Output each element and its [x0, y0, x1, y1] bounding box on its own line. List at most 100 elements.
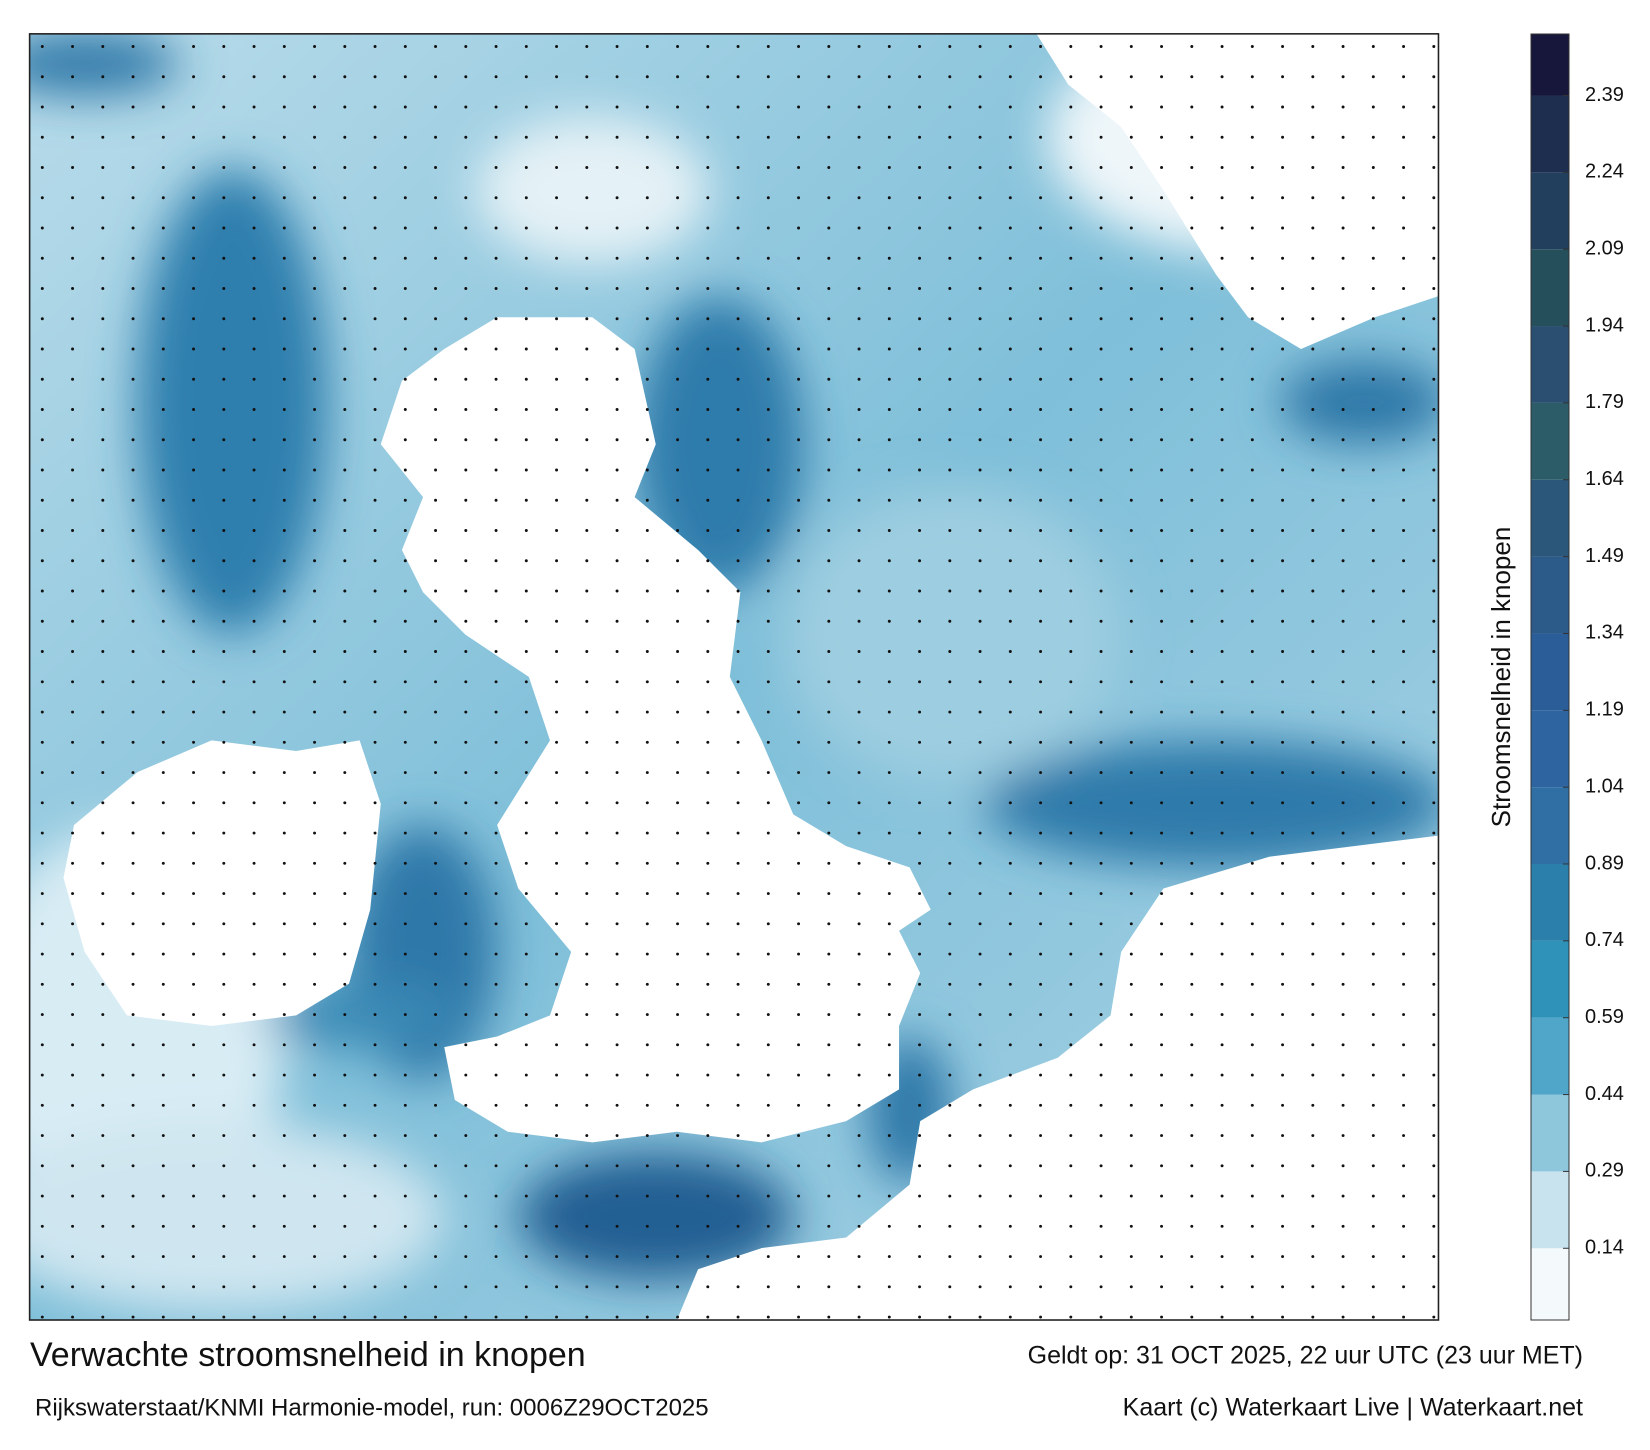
- grid-point: [192, 1043, 196, 1047]
- grid-point: [676, 1164, 680, 1168]
- grid-point: [403, 1134, 407, 1138]
- colorbar-tick-label: 1.19: [1585, 699, 1624, 721]
- grid-point: [131, 619, 135, 623]
- grid-point: [1099, 498, 1103, 502]
- grid-point: [192, 771, 196, 775]
- grid-point: [1039, 922, 1043, 926]
- grid-point: [1069, 1164, 1073, 1168]
- grid-point: [71, 740, 75, 744]
- grid-point: [494, 680, 498, 684]
- grid-point: [161, 861, 165, 865]
- grid-point: [494, 710, 498, 714]
- grid-point: [464, 1224, 468, 1228]
- grid-point: [1190, 1134, 1194, 1138]
- grid-point: [40, 408, 44, 412]
- grid-point: [1099, 1285, 1103, 1289]
- grid-point: [222, 1164, 226, 1168]
- grid-point: [797, 498, 801, 502]
- colorbar-band: [1531, 940, 1569, 1018]
- grid-point: [403, 559, 407, 563]
- grid-point: [978, 1073, 982, 1077]
- grid-point: [1160, 801, 1164, 805]
- grid-point: [1432, 619, 1436, 623]
- grid-point: [373, 287, 377, 291]
- grid-point: [313, 317, 317, 321]
- grid-point: [131, 468, 135, 472]
- grid-point: [736, 1224, 740, 1228]
- grid-point: [434, 468, 438, 472]
- grid-point: [403, 438, 407, 442]
- grid-point: [40, 619, 44, 623]
- grid-point: [192, 166, 196, 170]
- grid-point: [252, 680, 256, 684]
- grid-point: [1311, 922, 1315, 926]
- grid-point: [766, 922, 770, 926]
- grid-point: [252, 1315, 256, 1319]
- grid-point: [706, 347, 710, 351]
- grid-point: [222, 166, 226, 170]
- grid-point: [434, 952, 438, 956]
- grid-point: [252, 831, 256, 835]
- grid-point: [766, 75, 770, 79]
- grid-point: [192, 710, 196, 714]
- grid-point: [524, 75, 528, 79]
- grid-point: [343, 559, 347, 563]
- grid-point: [1190, 1013, 1194, 1017]
- grid-point: [1099, 1194, 1103, 1198]
- credit: Kaart (c) Waterkaart Live | Waterkaart.n…: [1123, 1394, 1583, 1422]
- grid-point: [736, 1164, 740, 1168]
- grid-point: [1371, 75, 1375, 79]
- grid-point: [706, 529, 710, 533]
- grid-point: [1160, 438, 1164, 442]
- grid-point: [827, 922, 831, 926]
- grid-point: [494, 801, 498, 805]
- grid-point: [71, 105, 75, 109]
- grid-point: [1008, 529, 1012, 533]
- grid-point: [1190, 710, 1194, 714]
- grid-point: [101, 1255, 105, 1259]
- grid-point: [464, 740, 468, 744]
- grid-point: [676, 922, 680, 926]
- grid-point: [131, 1224, 135, 1228]
- grid-point: [1402, 498, 1406, 502]
- grid-point: [40, 1013, 44, 1017]
- grid-point: [645, 740, 649, 744]
- grid-point: [585, 1315, 589, 1319]
- grid-point: [676, 1255, 680, 1259]
- grid-point: [343, 589, 347, 593]
- grid-point: [1250, 1164, 1254, 1168]
- grid-point: [887, 1134, 891, 1138]
- grid-point: [676, 1013, 680, 1017]
- grid-point: [706, 468, 710, 472]
- grid-point: [736, 196, 740, 200]
- grid-point: [766, 771, 770, 775]
- grid-point: [1129, 256, 1133, 260]
- colorbar-tick-label: 0.44: [1585, 1083, 1624, 1105]
- grid-point: [827, 45, 831, 49]
- grid-point: [1008, 1194, 1012, 1198]
- grid-point: [1190, 226, 1194, 230]
- grid-point: [222, 559, 226, 563]
- grid-point: [1402, 801, 1406, 805]
- grid-point: [131, 45, 135, 49]
- grid-point: [676, 710, 680, 714]
- grid-point: [827, 982, 831, 986]
- grid-point: [736, 529, 740, 533]
- grid-point: [797, 226, 801, 230]
- grid-point: [222, 1194, 226, 1198]
- grid-point: [434, 1194, 438, 1198]
- grid-point: [1281, 105, 1285, 109]
- grid-point: [1190, 1255, 1194, 1259]
- grid-point: [1160, 377, 1164, 381]
- grid-point: [1311, 982, 1315, 986]
- grid-point: [978, 256, 982, 260]
- map-title: Verwachte stroomsnelheid in knopen: [30, 1336, 586, 1374]
- grid-point: [1341, 1134, 1345, 1138]
- grid-point: [1432, 589, 1436, 593]
- grid-point: [1190, 559, 1194, 563]
- colorbar-band: [1531, 1094, 1569, 1172]
- grid-point: [343, 45, 347, 49]
- grid-point: [464, 619, 468, 623]
- grid-point: [1371, 1285, 1375, 1289]
- grid-point: [585, 377, 589, 381]
